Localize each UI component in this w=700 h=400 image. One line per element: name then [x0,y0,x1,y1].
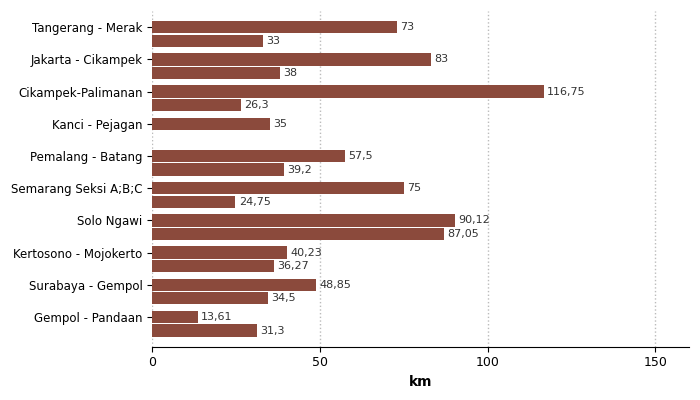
Bar [153,246,287,259]
Text: 73: 73 [400,22,414,32]
Bar [153,228,444,240]
Text: 48,85: 48,85 [319,280,351,290]
Bar [153,196,235,208]
Bar [153,118,270,130]
Bar [153,53,430,66]
Bar [153,99,241,111]
Text: 38: 38 [283,68,298,78]
Text: 57,5: 57,5 [349,151,373,161]
Text: 116,75: 116,75 [547,87,586,97]
Bar [153,35,263,47]
Text: 39,2: 39,2 [287,164,312,174]
Bar [153,292,268,304]
Text: 26,3: 26,3 [244,100,269,110]
Bar [153,164,284,176]
X-axis label: km: km [409,375,433,389]
Text: 90,12: 90,12 [458,215,490,225]
Text: 75: 75 [407,183,421,193]
Text: 87,05: 87,05 [447,229,480,239]
Text: 36,27: 36,27 [277,261,309,271]
Bar [153,67,280,79]
Bar [153,324,258,337]
Bar [153,279,316,291]
Text: 83: 83 [434,54,448,64]
Bar [153,86,544,98]
Bar [153,214,454,226]
Bar [153,150,345,162]
Text: 40,23: 40,23 [290,248,322,258]
Bar [153,182,404,194]
Bar [153,260,274,272]
Text: 24,75: 24,75 [239,197,271,207]
Text: 13,61: 13,61 [202,312,233,322]
Bar [153,311,198,323]
Text: 35: 35 [273,119,287,129]
Text: 33: 33 [267,36,281,46]
Text: 31,3: 31,3 [260,326,285,336]
Text: 34,5: 34,5 [272,293,296,303]
Bar [153,21,397,33]
